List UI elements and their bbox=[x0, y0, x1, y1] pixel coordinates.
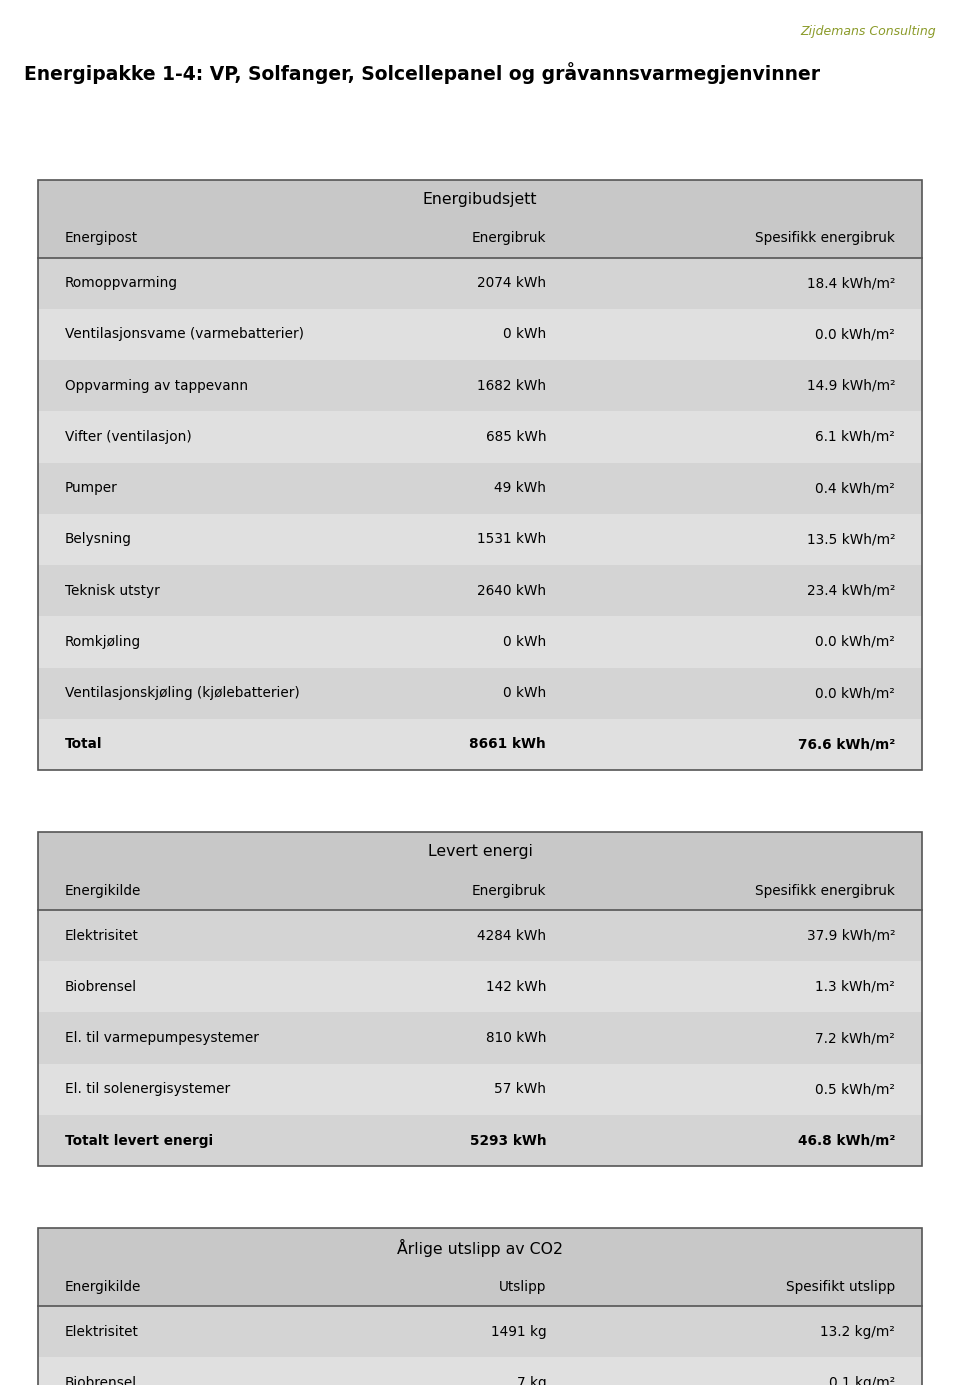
Text: 57 kWh: 57 kWh bbox=[494, 1082, 546, 1097]
Text: 0 kWh: 0 kWh bbox=[503, 686, 546, 701]
Text: 685 kWh: 685 kWh bbox=[486, 429, 546, 445]
Text: Romkjøling: Romkjøling bbox=[65, 634, 141, 650]
Text: Energibruk: Energibruk bbox=[471, 231, 546, 245]
Text: 7.2 kWh/m²: 7.2 kWh/m² bbox=[815, 1030, 895, 1046]
Bar bbox=[38, 1357, 922, 1385]
Bar bbox=[38, 411, 922, 463]
Bar bbox=[38, 871, 922, 910]
Text: 13.2 kg/m²: 13.2 kg/m² bbox=[821, 1324, 895, 1339]
Text: 0 kWh: 0 kWh bbox=[503, 327, 546, 342]
Text: Energibruk: Energibruk bbox=[471, 884, 546, 897]
Bar bbox=[38, 668, 922, 719]
Text: El. til solenergisystemer: El. til solenergisystemer bbox=[65, 1082, 230, 1097]
Text: 13.5 kWh/m²: 13.5 kWh/m² bbox=[806, 532, 895, 547]
Text: Teknisk utstyr: Teknisk utstyr bbox=[65, 583, 159, 598]
Text: El. til varmepumpesystemer: El. til varmepumpesystemer bbox=[65, 1030, 259, 1046]
Bar bbox=[38, 1306, 922, 1357]
Text: 37.9 kWh/m²: 37.9 kWh/m² bbox=[806, 928, 895, 943]
Text: 1531 kWh: 1531 kWh bbox=[477, 532, 546, 547]
Text: 0.0 kWh/m²: 0.0 kWh/m² bbox=[815, 634, 895, 650]
Bar bbox=[38, 309, 922, 360]
Text: Spesifikk energibruk: Spesifikk energibruk bbox=[756, 884, 895, 897]
Bar bbox=[38, 463, 922, 514]
Text: 0.5 kWh/m²: 0.5 kWh/m² bbox=[815, 1082, 895, 1097]
Text: 46.8 kWh/m²: 46.8 kWh/m² bbox=[798, 1133, 895, 1148]
Text: 0.0 kWh/m²: 0.0 kWh/m² bbox=[815, 327, 895, 342]
Text: 1682 kWh: 1682 kWh bbox=[477, 378, 546, 393]
Text: Energikilde: Energikilde bbox=[65, 1280, 141, 1294]
Bar bbox=[38, 616, 922, 668]
Bar bbox=[38, 565, 922, 616]
Text: Oppvarming av tappevann: Oppvarming av tappevann bbox=[65, 378, 248, 393]
Text: 0.0 kWh/m²: 0.0 kWh/m² bbox=[815, 686, 895, 701]
Bar bbox=[38, 961, 922, 1012]
Text: Vifter (ventilasjon): Vifter (ventilasjon) bbox=[65, 429, 192, 445]
Text: 18.4 kWh/m²: 18.4 kWh/m² bbox=[806, 276, 895, 291]
Bar bbox=[38, 1012, 922, 1064]
Text: 5293 kWh: 5293 kWh bbox=[469, 1133, 546, 1148]
Bar bbox=[38, 360, 922, 411]
Bar bbox=[38, 1228, 922, 1385]
Text: Biobrensel: Biobrensel bbox=[65, 1375, 137, 1385]
Bar bbox=[38, 258, 922, 309]
Text: Energipakke 1-4: VP, Solfanger, Solcellepanel og gråvannsvarmegjenvinner: Energipakke 1-4: VP, Solfanger, Solcelle… bbox=[24, 62, 820, 84]
Text: Årlige utslipp av CO2: Årlige utslipp av CO2 bbox=[397, 1238, 563, 1258]
Text: 1.3 kWh/m²: 1.3 kWh/m² bbox=[815, 979, 895, 994]
Text: Ventilasjonskjøling (kjølebatterier): Ventilasjonskjøling (kjølebatterier) bbox=[65, 686, 300, 701]
Bar bbox=[38, 719, 922, 770]
Text: 7 kg: 7 kg bbox=[516, 1375, 546, 1385]
Text: 6.1 kWh/m²: 6.1 kWh/m² bbox=[815, 429, 895, 445]
Bar bbox=[38, 1267, 922, 1306]
Bar bbox=[38, 514, 922, 565]
Text: Energikilde: Energikilde bbox=[65, 884, 141, 897]
Text: Utslipp: Utslipp bbox=[499, 1280, 546, 1294]
Text: Pumper: Pumper bbox=[65, 481, 118, 496]
Text: 76.6 kWh/m²: 76.6 kWh/m² bbox=[798, 737, 895, 752]
Bar bbox=[38, 832, 922, 871]
Bar bbox=[38, 219, 922, 258]
Text: Total: Total bbox=[65, 737, 103, 752]
Text: 49 kWh: 49 kWh bbox=[494, 481, 546, 496]
Bar bbox=[38, 180, 922, 219]
Text: 0.1 kg/m²: 0.1 kg/m² bbox=[829, 1375, 895, 1385]
Text: Belysning: Belysning bbox=[65, 532, 132, 547]
Bar bbox=[38, 1115, 922, 1166]
Text: 142 kWh: 142 kWh bbox=[486, 979, 546, 994]
Text: 23.4 kWh/m²: 23.4 kWh/m² bbox=[806, 583, 895, 598]
Text: Energipost: Energipost bbox=[65, 231, 138, 245]
Text: 0 kWh: 0 kWh bbox=[503, 634, 546, 650]
Text: 14.9 kWh/m²: 14.9 kWh/m² bbox=[806, 378, 895, 393]
Text: 810 kWh: 810 kWh bbox=[486, 1030, 546, 1046]
Text: Levert energi: Levert energi bbox=[427, 845, 533, 859]
Text: Biobrensel: Biobrensel bbox=[65, 979, 137, 994]
Bar bbox=[38, 1228, 922, 1267]
Text: 4284 kWh: 4284 kWh bbox=[477, 928, 546, 943]
Text: Elektrisitet: Elektrisitet bbox=[65, 928, 139, 943]
Bar bbox=[38, 910, 922, 961]
Text: Spesifikt utslipp: Spesifikt utslipp bbox=[786, 1280, 895, 1294]
Bar bbox=[38, 1064, 922, 1115]
Text: 1491 kg: 1491 kg bbox=[491, 1324, 546, 1339]
Text: Energibudsjett: Energibudsjett bbox=[422, 193, 538, 206]
Text: Ventilasjonsvame (varmebatterier): Ventilasjonsvame (varmebatterier) bbox=[65, 327, 304, 342]
Text: Totalt levert energi: Totalt levert energi bbox=[65, 1133, 213, 1148]
Text: Spesifikk energibruk: Spesifikk energibruk bbox=[756, 231, 895, 245]
Bar bbox=[38, 832, 922, 1166]
Text: Zijdemans Consulting: Zijdemans Consulting bbox=[801, 25, 936, 37]
Text: 2074 kWh: 2074 kWh bbox=[477, 276, 546, 291]
Text: 0.4 kWh/m²: 0.4 kWh/m² bbox=[815, 481, 895, 496]
Text: 8661 kWh: 8661 kWh bbox=[469, 737, 546, 752]
Text: Romoppvarming: Romoppvarming bbox=[65, 276, 178, 291]
Text: 2640 kWh: 2640 kWh bbox=[477, 583, 546, 598]
Bar bbox=[38, 180, 922, 770]
Text: Elektrisitet: Elektrisitet bbox=[65, 1324, 139, 1339]
